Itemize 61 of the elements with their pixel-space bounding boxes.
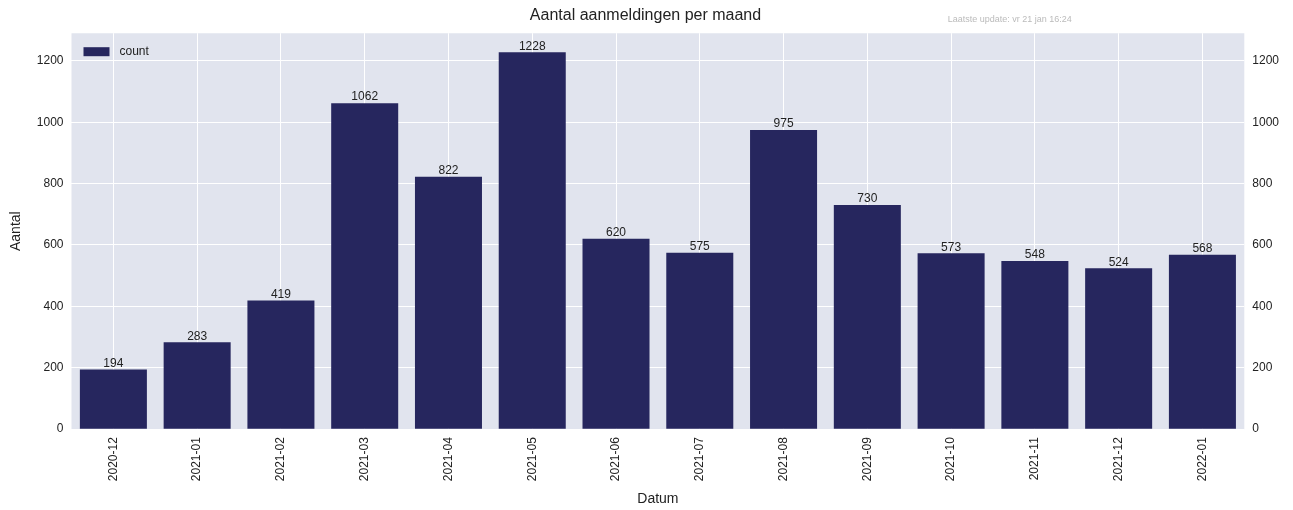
bar — [917, 253, 985, 429]
bar — [247, 300, 315, 429]
data-label: 1062 — [351, 89, 379, 104]
x-tick-label: 2021-12 — [1110, 436, 1125, 482]
data-label: 822 — [438, 163, 459, 178]
bar — [1085, 268, 1153, 429]
x-tick-label: 2021-11 — [1027, 436, 1042, 481]
data-label: 194 — [103, 355, 124, 370]
y2-tick-label: 600 — [1252, 237, 1273, 252]
x-tick-label: 2021-09 — [859, 436, 874, 482]
x-axis-title: Datum — [637, 490, 679, 507]
y-tick-label: 200 — [43, 360, 64, 375]
chart-title: Aantal aanmeldingen per maand — [529, 6, 762, 24]
data-label: 548 — [1024, 247, 1046, 262]
bar — [1001, 260, 1069, 429]
bar — [414, 176, 482, 429]
x-tick-label: 2022-01 — [1194, 436, 1209, 482]
data-label: 573 — [941, 239, 962, 254]
x-tick-label: 2021-04 — [440, 436, 455, 482]
data-label: 1228 — [518, 38, 546, 53]
x-tick-label: 2021-02 — [273, 436, 288, 482]
data-label: 419 — [270, 286, 292, 301]
data-label: 730 — [857, 191, 878, 206]
y-tick-label: 800 — [43, 175, 64, 190]
y-tick-label: 1000 — [36, 114, 64, 129]
y2-tick-label: 400 — [1252, 298, 1273, 313]
x-tick-label: 2021-06 — [608, 436, 623, 482]
y2-tick-label: 200 — [1252, 360, 1273, 375]
data-label: 568 — [1192, 241, 1213, 256]
data-label: 283 — [187, 328, 208, 343]
y2-tick-label: 800 — [1252, 175, 1273, 190]
y2-tick-label: 1200 — [1252, 53, 1280, 68]
data-label: 975 — [773, 116, 794, 131]
y-tick-label: 0 — [56, 421, 64, 436]
data-label: 524 — [1108, 254, 1129, 269]
bar — [1168, 254, 1236, 429]
y-tick-label: 1200 — [36, 53, 64, 68]
x-tick-label: 2021-07 — [692, 436, 707, 482]
bar — [582, 238, 650, 429]
bar — [331, 103, 399, 429]
x-tick-label: 2021-08 — [775, 436, 790, 482]
x-tick-label: 2020-12 — [105, 436, 120, 482]
y-axis-title: Aantal — [7, 211, 24, 252]
x-tick-label: 2021-05 — [524, 436, 539, 482]
x-tick-label: 2021-03 — [357, 436, 372, 482]
bar — [79, 369, 147, 429]
data-label: 575 — [689, 238, 711, 253]
y-tick-label: 400 — [43, 298, 64, 313]
text: Laatste update: vr 21 jan 16:24 — [947, 14, 1072, 25]
bar — [750, 129, 818, 429]
y2-tick-label: 0 — [1252, 421, 1260, 436]
bar — [163, 342, 231, 429]
bar — [498, 52, 566, 429]
data-label: 620 — [606, 225, 627, 240]
y2-tick-label: 1000 — [1252, 114, 1280, 129]
bar — [833, 205, 901, 429]
y-tick-label: 600 — [43, 237, 64, 252]
x-tick-label: 2021-10 — [943, 436, 958, 482]
legend-label: count — [119, 43, 150, 58]
bar — [666, 252, 734, 429]
x-tick-label: 2021-01 — [189, 436, 204, 482]
